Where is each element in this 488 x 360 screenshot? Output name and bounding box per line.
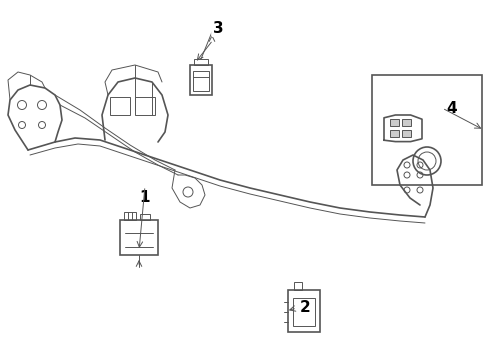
Bar (389, 130, 398, 137)
Bar (120, 220, 158, 255)
Text: 1: 1 (140, 190, 150, 206)
Bar (140, 214, 150, 220)
Bar (194, 59, 207, 65)
Bar (287, 290, 319, 332)
Bar (190, 65, 212, 95)
Bar (401, 130, 410, 137)
Text: 2: 2 (299, 301, 310, 315)
Bar (110, 97, 130, 115)
Text: 3: 3 (212, 21, 223, 36)
Bar (371, 75, 481, 185)
Bar (135, 97, 155, 115)
Bar (401, 119, 410, 126)
Bar (193, 71, 208, 91)
Text: 4: 4 (446, 100, 456, 116)
Bar (389, 119, 398, 126)
Bar (124, 212, 136, 220)
Bar (292, 298, 314, 326)
Bar (293, 282, 302, 290)
